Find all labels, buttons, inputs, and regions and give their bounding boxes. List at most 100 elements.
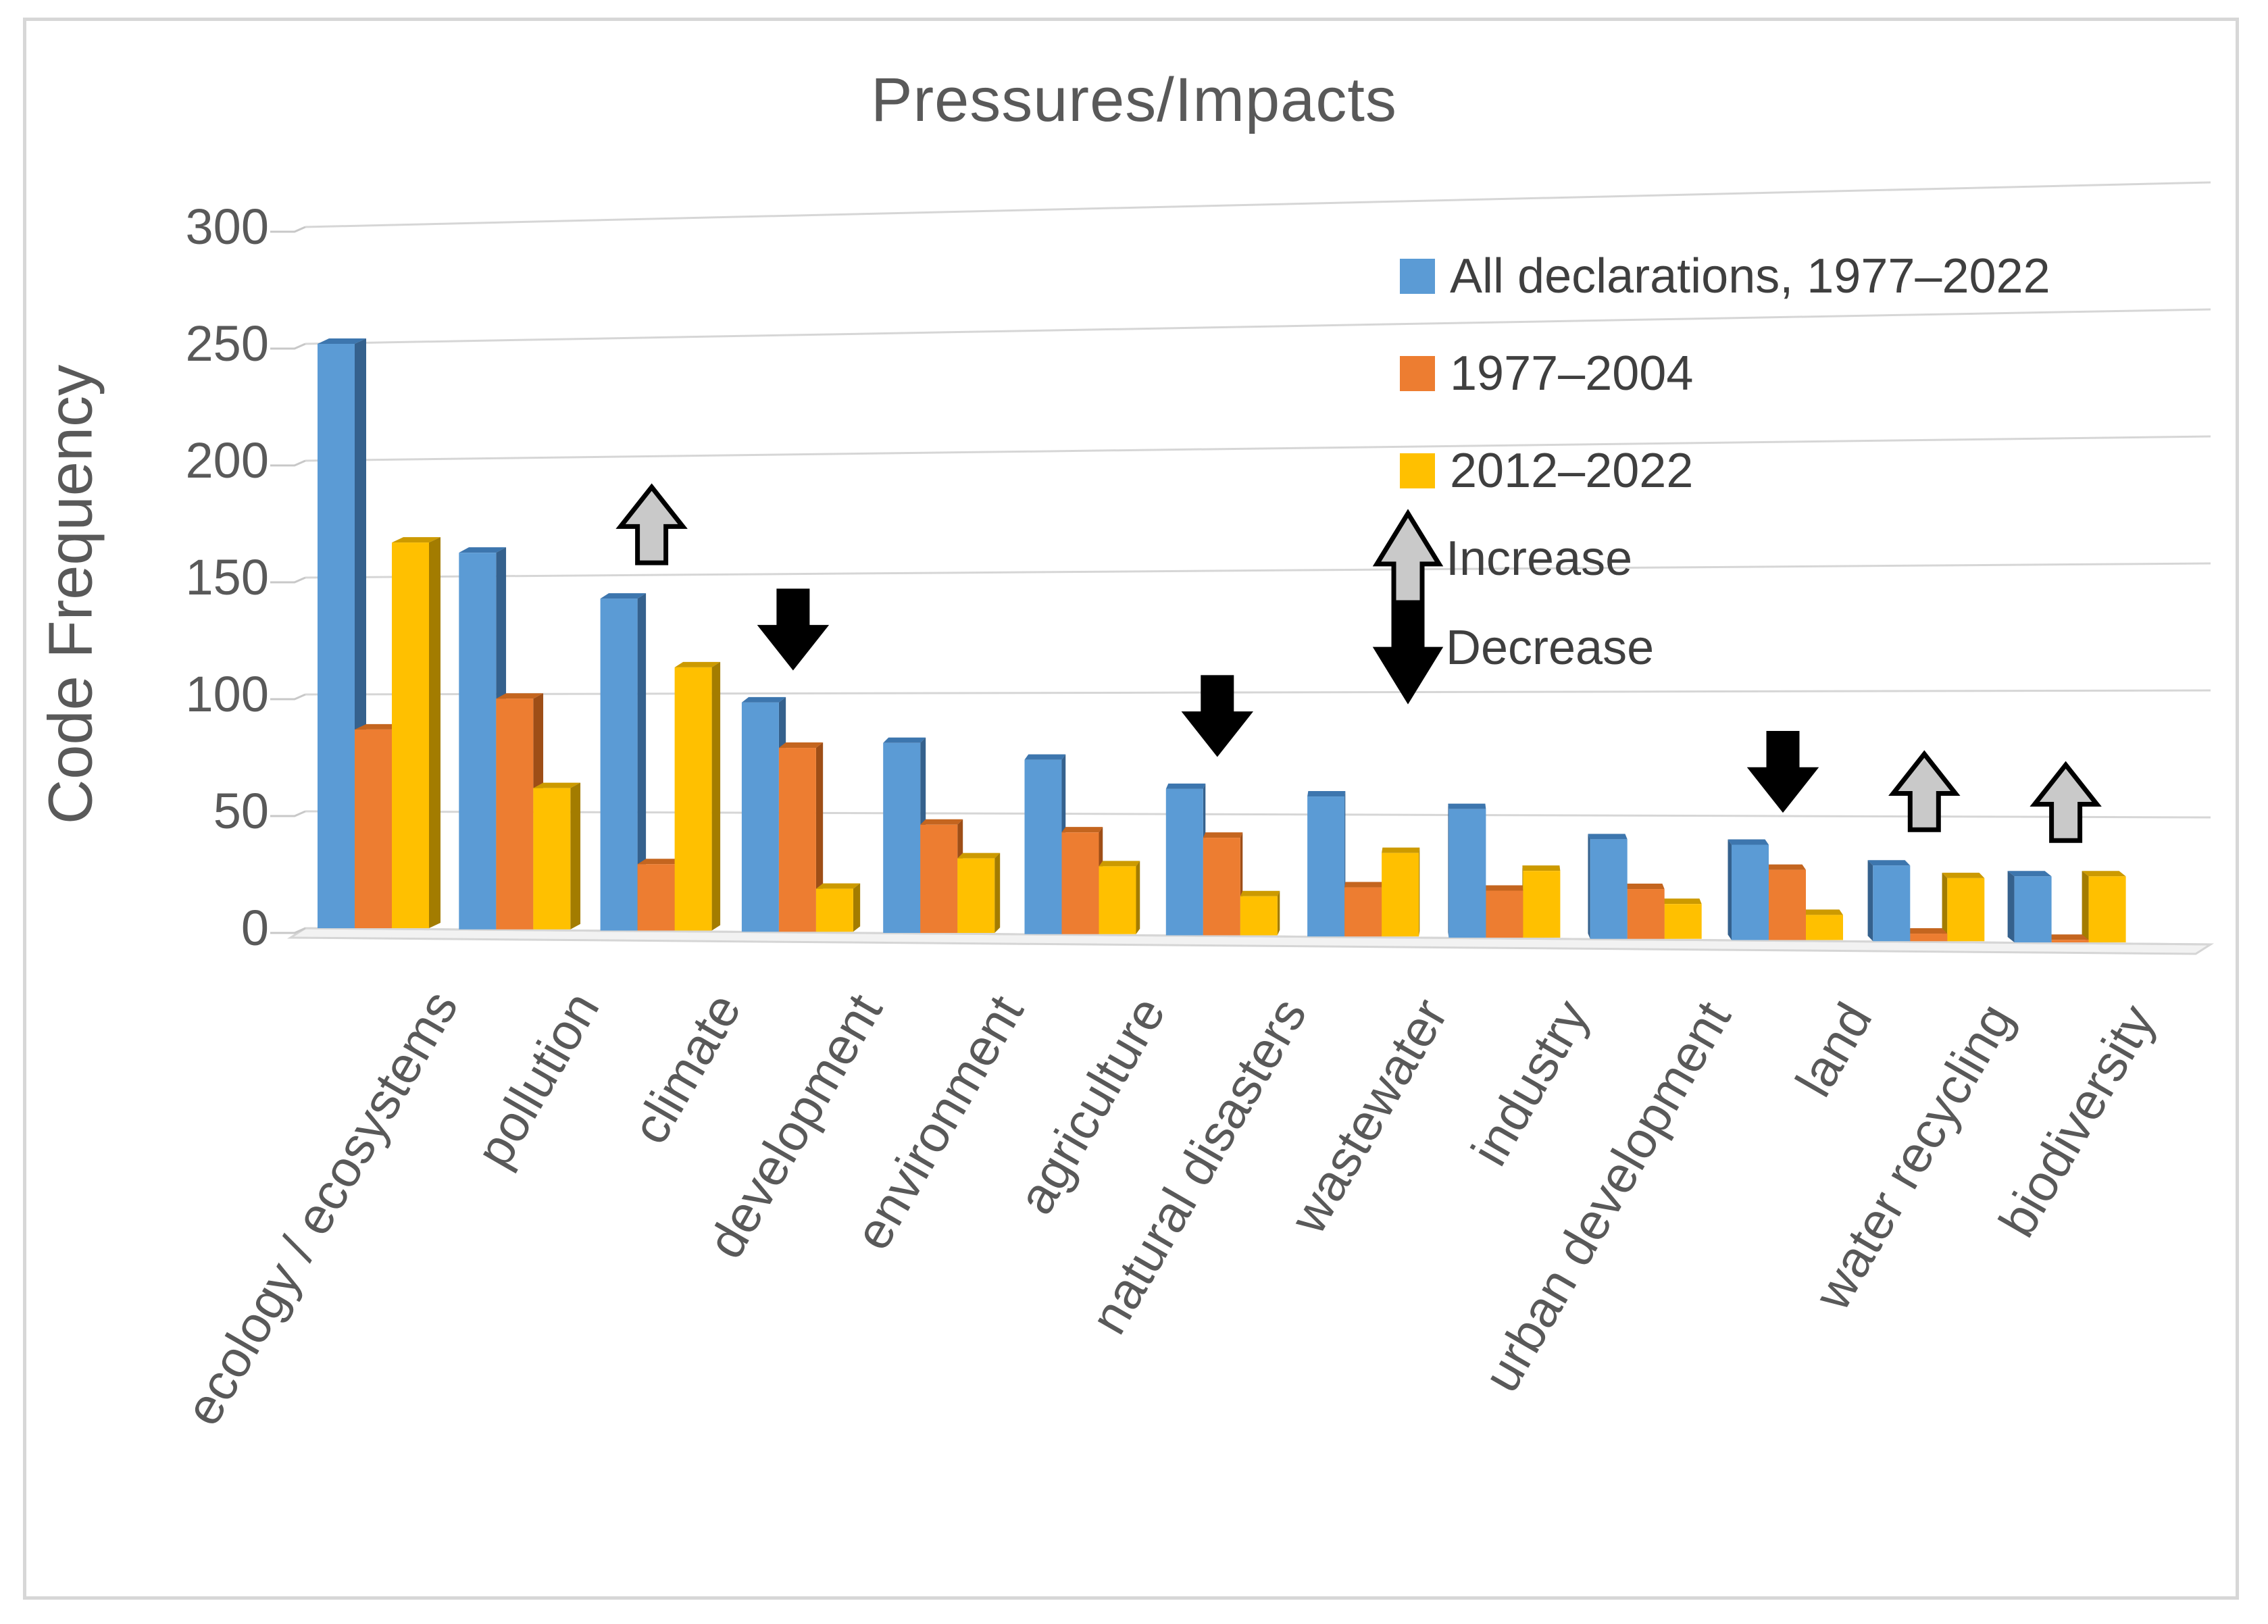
bar-side-land-s0 bbox=[1728, 839, 1732, 940]
bar-environment-s2 bbox=[957, 858, 995, 933]
bar-side-development-s1 bbox=[815, 742, 824, 932]
bar-top-water-recycling-s2 bbox=[1942, 872, 1985, 878]
bar-water-recycling-s1 bbox=[1910, 934, 1948, 942]
bar-climate-s1 bbox=[637, 864, 675, 931]
bar-top-ecology-ecosystems-s2 bbox=[392, 537, 440, 543]
y-tick-label-300: 300 bbox=[185, 199, 269, 255]
bar-top-agriculture-s0 bbox=[1024, 754, 1066, 760]
bar-top-industry-s1 bbox=[1485, 885, 1523, 891]
bar-top-ecology-ecosystems-s1 bbox=[355, 724, 403, 730]
decrease-arrow-glyph bbox=[1372, 600, 1444, 705]
bar-top-urban-development-s1 bbox=[1625, 884, 1665, 890]
bar-urban-development-s1 bbox=[1627, 889, 1665, 939]
bar-industry-s2 bbox=[1523, 871, 1561, 938]
y-axis-tick-mark bbox=[270, 927, 306, 934]
bar-side-biodiversity-s0 bbox=[2007, 871, 2015, 942]
gridline-200 bbox=[305, 435, 2211, 462]
bar-side-development-s2 bbox=[853, 883, 861, 932]
bar-development-s0 bbox=[741, 702, 779, 932]
bar-industry-s1 bbox=[1486, 890, 1523, 938]
legend-item-decrease: Decrease bbox=[1446, 620, 1654, 676]
bar-top-urban-development-s2 bbox=[1662, 898, 1702, 905]
bar-top-pollution-s0 bbox=[459, 547, 507, 553]
bar-pollution-s1 bbox=[496, 699, 534, 930]
bar-top-ecology-ecosystems-s0 bbox=[318, 338, 366, 344]
y-axis-tick-mark bbox=[270, 810, 306, 817]
bar-top-development-s2 bbox=[815, 883, 861, 889]
y-tick-label-200: 200 bbox=[185, 432, 269, 488]
bar-industry-s0 bbox=[1448, 809, 1486, 938]
bar-ecology-ecosystems-s0 bbox=[318, 344, 355, 928]
bar-side-natural-disasters-s2 bbox=[1277, 890, 1280, 936]
gridline-150 bbox=[305, 562, 2211, 579]
y-axis-tick-mark bbox=[270, 576, 306, 584]
bar-top-land-s1 bbox=[1765, 864, 1806, 870]
bar-wastewater-s2 bbox=[1382, 853, 1419, 937]
bar-side-agriculture-s2 bbox=[1136, 861, 1140, 934]
bar-side-environment-s2 bbox=[994, 853, 1001, 933]
increase-arrow-water-recycling bbox=[1888, 750, 1961, 832]
bar-ecology-ecosystems-s2 bbox=[392, 542, 429, 928]
legend-item-2012-2022: 2012–2022 bbox=[1400, 443, 1693, 499]
y-axis-tick-mark bbox=[270, 459, 306, 467]
bar-water-recycling-s0 bbox=[1873, 865, 1911, 942]
bar-land-s0 bbox=[1732, 844, 1769, 940]
bar-pollution-s0 bbox=[459, 553, 497, 930]
legend-label-2012-2022: 2012–2022 bbox=[1450, 444, 1694, 498]
y-axis-tick-mark bbox=[270, 693, 306, 701]
legend-label-decrease: Decrease bbox=[1446, 621, 1655, 675]
bar-top-pollution-s1 bbox=[496, 693, 544, 699]
y-axis-tick-mark bbox=[270, 342, 306, 350]
bar-top-environment-s2 bbox=[957, 853, 1001, 859]
y-tick-label-100: 100 bbox=[185, 666, 269, 722]
legend-swatch-orange bbox=[1400, 356, 1435, 391]
bar-urban-development-s0 bbox=[1590, 839, 1628, 939]
bar-top-water-recycling-s0 bbox=[1867, 860, 1911, 866]
bar-top-climate-s2 bbox=[674, 661, 721, 667]
y-axis-tick-mark bbox=[270, 226, 306, 233]
bar-side-ecology-ecosystems-s2 bbox=[429, 537, 440, 928]
bar-natural-disasters-s0 bbox=[1165, 788, 1203, 936]
bar-top-urban-development-s0 bbox=[1588, 834, 1628, 840]
bar-top-environment-s1 bbox=[920, 819, 963, 825]
legend-item-all-declarations: All declarations, 1977–2022 bbox=[1400, 249, 2050, 304]
bar-top-development-s1 bbox=[778, 742, 824, 748]
bar-top-biodiversity-s2 bbox=[2082, 871, 2126, 877]
bar-biodiversity-s1 bbox=[2051, 940, 2089, 942]
bar-biodiversity-s2 bbox=[2088, 876, 2126, 942]
bar-ecology-ecosystems-s1 bbox=[355, 729, 392, 928]
bar-top-natural-disasters-s0 bbox=[1165, 783, 1206, 789]
bar-agriculture-s2 bbox=[1099, 866, 1136, 934]
legend-label-1977-2004: 1977–2004 bbox=[1450, 347, 1694, 401]
bar-side-climate-s2 bbox=[711, 661, 721, 931]
legend-item-increase: Increase bbox=[1446, 531, 1632, 586]
bar-top-climate-s1 bbox=[637, 859, 684, 865]
bar-land-s1 bbox=[1769, 869, 1806, 940]
bar-wastewater-s1 bbox=[1344, 887, 1382, 937]
bar-top-climate-s0 bbox=[600, 593, 647, 599]
bar-agriculture-s0 bbox=[1024, 759, 1062, 934]
chart-title: Pressures/Impacts bbox=[871, 66, 1397, 134]
bar-side-pollution-s2 bbox=[570, 782, 581, 930]
bar-biodiversity-s0 bbox=[2014, 876, 2052, 942]
bar-side-biodiversity-s2 bbox=[2082, 871, 2089, 942]
bar-top-biodiversity-s1 bbox=[2044, 934, 2089, 940]
gridline-300 bbox=[305, 181, 2211, 228]
bar-environment-s0 bbox=[883, 742, 921, 933]
bar-agriculture-s1 bbox=[1061, 832, 1099, 934]
bar-top-environment-s0 bbox=[883, 737, 926, 743]
bar-top-natural-disasters-s1 bbox=[1203, 832, 1243, 838]
bar-top-biodiversity-s0 bbox=[2007, 871, 2052, 877]
legend-swatch-yellow bbox=[1400, 453, 1435, 488]
bar-top-natural-disasters-s2 bbox=[1240, 890, 1280, 896]
bar-land-s2 bbox=[1806, 915, 1843, 940]
decrease-arrow-icon bbox=[1372, 600, 1444, 705]
bar-top-land-s0 bbox=[1728, 839, 1769, 845]
bar-development-s1 bbox=[778, 748, 816, 932]
bar-top-land-s2 bbox=[1802, 909, 1843, 915]
bar-water-recycling-s2 bbox=[1947, 878, 1985, 942]
bar-side-climate-s0 bbox=[637, 593, 647, 931]
bar-top-wastewater-s2 bbox=[1382, 847, 1420, 853]
